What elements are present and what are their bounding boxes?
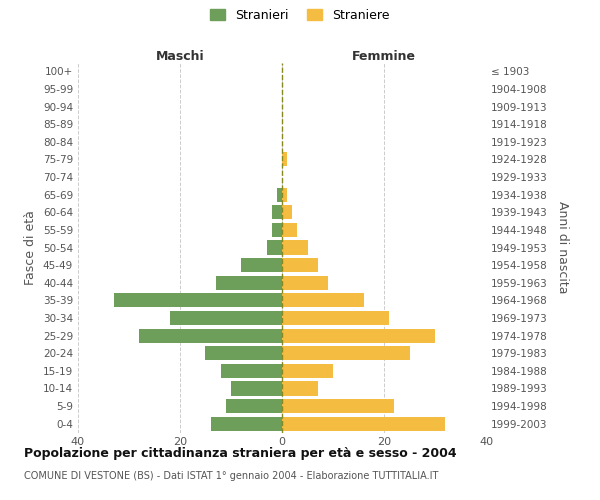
Bar — [282, 223, 298, 237]
Bar — [267, 240, 282, 254]
Bar — [282, 205, 292, 220]
Text: Maschi: Maschi — [155, 50, 205, 62]
Y-axis label: Fasce di età: Fasce di età — [25, 210, 37, 285]
Bar — [282, 328, 435, 342]
Bar — [231, 382, 282, 396]
Bar — [226, 399, 282, 413]
Bar — [216, 276, 282, 290]
Bar — [272, 223, 282, 237]
Bar — [206, 346, 282, 360]
Bar — [211, 416, 282, 430]
Bar — [282, 240, 308, 254]
Bar — [241, 258, 282, 272]
Bar — [282, 311, 389, 325]
Bar — [282, 152, 287, 166]
Y-axis label: Anni di nascita: Anni di nascita — [556, 201, 569, 294]
Bar — [282, 258, 318, 272]
Bar — [282, 364, 333, 378]
Bar — [282, 382, 318, 396]
Bar — [282, 294, 364, 308]
Bar — [282, 276, 328, 290]
Bar — [221, 364, 282, 378]
Bar — [170, 311, 282, 325]
Text: COMUNE DI VESTONE (BS) - Dati ISTAT 1° gennaio 2004 - Elaborazione TUTTITALIA.IT: COMUNE DI VESTONE (BS) - Dati ISTAT 1° g… — [24, 471, 439, 481]
Bar — [272, 205, 282, 220]
Bar — [282, 346, 410, 360]
Text: Femmine: Femmine — [352, 50, 416, 62]
Bar — [139, 328, 282, 342]
Bar — [277, 188, 282, 202]
Legend: Stranieri, Straniere: Stranieri, Straniere — [210, 8, 390, 22]
Bar — [282, 399, 394, 413]
Bar — [282, 416, 445, 430]
Bar — [114, 294, 282, 308]
Bar — [282, 188, 287, 202]
Text: Popolazione per cittadinanza straniera per età e sesso - 2004: Popolazione per cittadinanza straniera p… — [24, 448, 457, 460]
